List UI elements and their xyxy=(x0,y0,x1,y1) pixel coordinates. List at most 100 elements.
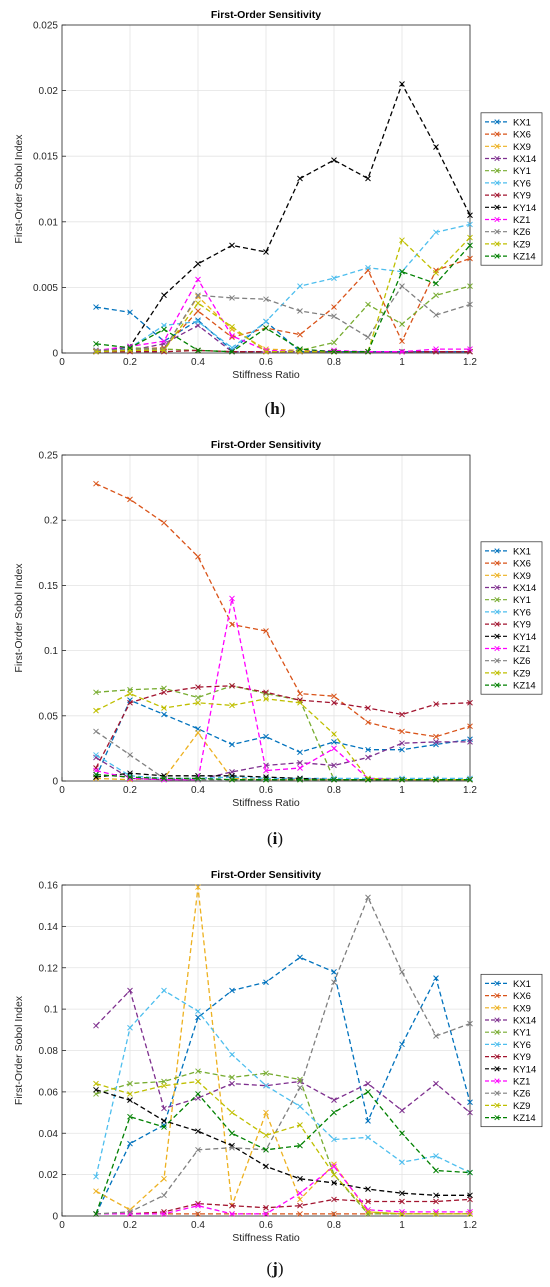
data-point xyxy=(433,1033,439,1039)
data-point xyxy=(331,699,337,706)
legend-label: KX6 xyxy=(513,559,531,570)
data-point xyxy=(93,1211,99,1217)
data-point xyxy=(399,746,405,753)
data-point xyxy=(297,1196,303,1203)
series-line xyxy=(96,1198,471,1215)
legend-entry-kx9: KX9 xyxy=(485,1003,531,1014)
y-tick-label: 0 xyxy=(52,777,58,788)
legend-label: KZ14 xyxy=(513,252,536,263)
data-point xyxy=(433,1192,439,1199)
data-point xyxy=(331,348,337,355)
legend-entry-kz14: KZ14 xyxy=(485,252,536,263)
data-point xyxy=(93,774,99,780)
data-point xyxy=(399,1198,405,1205)
data-point xyxy=(331,745,337,752)
y-tick-label: 0.15 xyxy=(39,581,59,592)
data-point xyxy=(467,255,473,262)
data-point xyxy=(331,313,337,320)
legend-entry-kx14: KX14 xyxy=(485,154,536,165)
series-ky9-i xyxy=(93,682,473,771)
data-point xyxy=(195,729,201,736)
data-point xyxy=(127,690,133,697)
data-point xyxy=(297,776,303,783)
data-point xyxy=(229,1109,235,1116)
x-tick-label: 0.4 xyxy=(191,1220,205,1231)
legend-label: KX14 xyxy=(513,583,536,594)
data-point xyxy=(161,1175,167,1182)
data-point xyxy=(365,175,371,182)
series-kz9-j xyxy=(93,1078,473,1217)
data-point xyxy=(93,340,99,347)
data-point xyxy=(331,739,337,745)
data-point xyxy=(467,1209,473,1215)
data-point xyxy=(331,1163,337,1170)
data-point xyxy=(195,1202,201,1209)
data-point xyxy=(297,283,303,289)
series-line xyxy=(95,1089,470,1196)
data-point xyxy=(127,699,133,706)
data-point xyxy=(93,765,99,771)
data-point xyxy=(161,705,167,711)
data-point xyxy=(399,283,405,289)
x-tick-label: 1.2 xyxy=(463,785,477,796)
data-point xyxy=(263,1082,269,1089)
data-point xyxy=(399,1107,405,1114)
data-point xyxy=(467,212,473,219)
data-point xyxy=(365,1117,371,1124)
series-kx1-j xyxy=(93,954,473,1217)
legend-label: KY6 xyxy=(513,607,531,618)
data-point xyxy=(433,348,439,355)
data-point xyxy=(331,776,337,783)
data-point xyxy=(229,242,235,249)
data-point xyxy=(263,774,269,780)
legend-label: KX9 xyxy=(513,1003,531,1014)
legend-label: KX14 xyxy=(513,154,536,165)
data-point xyxy=(297,690,303,697)
chart-i: 0 0.2 0.4 0.6 0.8 1 1.2 0 0.05 0.1 0.15 0.2 0.25 Firs… xyxy=(13,439,543,809)
data-point xyxy=(467,1196,473,1203)
data-point xyxy=(127,1024,133,1031)
data-point xyxy=(229,1144,235,1151)
y-tick-label: 0.2 xyxy=(44,516,58,527)
data-point xyxy=(297,1211,303,1217)
data-point xyxy=(297,699,303,706)
data-point xyxy=(229,1211,235,1217)
data-point xyxy=(263,296,269,303)
legend-entry-ky14: KY14 xyxy=(485,1064,536,1075)
data-point xyxy=(195,1211,201,1217)
legend-entry-kx14: KX14 xyxy=(485,583,536,594)
legend-entry-ky1: KY1 xyxy=(485,1028,531,1039)
data-point xyxy=(365,334,371,341)
data-point xyxy=(433,1080,439,1087)
data-point xyxy=(93,480,99,487)
legend-entry-ky14: KY14 xyxy=(485,203,536,214)
x-tick-label: 1.2 xyxy=(463,1220,477,1231)
data-point xyxy=(195,1200,201,1207)
legend-label: KX14 xyxy=(513,1016,536,1027)
series-line xyxy=(95,956,471,1215)
data-point xyxy=(467,699,473,706)
data-point xyxy=(297,331,303,338)
data-point xyxy=(93,728,99,735)
data-point xyxy=(263,249,269,255)
legend-entry-kx9: KX9 xyxy=(485,142,531,153)
series-kz14-h xyxy=(93,242,473,355)
data-point xyxy=(399,711,405,718)
data-point xyxy=(331,1109,337,1116)
data-point xyxy=(263,1163,269,1170)
data-point xyxy=(399,1159,405,1166)
data-point xyxy=(467,283,473,289)
data-point xyxy=(195,1091,201,1097)
data-point xyxy=(161,1105,167,1112)
data-point xyxy=(365,348,371,355)
data-point xyxy=(161,519,167,526)
x-tick-label: 0.8 xyxy=(327,357,341,368)
legend-box xyxy=(480,973,543,1128)
data-point xyxy=(93,1022,99,1029)
data-point xyxy=(195,884,201,890)
data-point xyxy=(467,301,473,308)
data-point xyxy=(467,1211,473,1217)
data-point xyxy=(467,234,473,241)
legend-entry-kz14: KZ14 xyxy=(485,1113,536,1124)
data-point xyxy=(127,344,133,351)
